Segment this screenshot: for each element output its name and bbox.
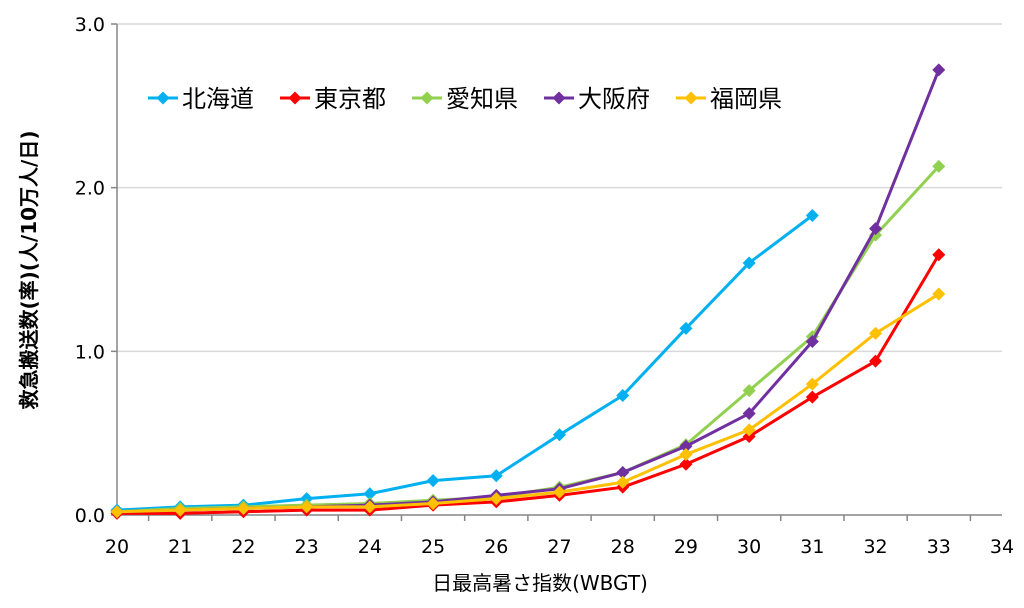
data-point (679, 457, 693, 471)
legend: 北海道 東京都 愛知県 大阪府 福岡県 (148, 85, 782, 113)
data-point (616, 389, 630, 403)
legend-item: 大阪府 (544, 85, 650, 113)
series-3 (110, 63, 946, 519)
y-tick-label: 3.0 (75, 14, 105, 36)
legend-item: 北海道 (148, 85, 254, 113)
data-point (742, 423, 756, 437)
data-point (300, 500, 314, 514)
data-point (805, 377, 819, 391)
data-point (742, 407, 756, 421)
x-tick-label: 27 (547, 536, 571, 558)
series-4 (110, 287, 946, 519)
series-line (116, 292, 940, 514)
x-tick-label: 22 (231, 536, 255, 558)
x-tick-label: 31 (800, 536, 824, 558)
y-tick-label: 1.0 (75, 341, 105, 363)
gridlines (117, 23, 1002, 353)
data-point (363, 500, 377, 514)
data-point (742, 256, 756, 270)
data-point (489, 492, 503, 506)
series-1 (110, 248, 946, 520)
data-point (869, 326, 883, 340)
x-tick-label: 25 (421, 536, 445, 558)
x-tick-label: 28 (611, 536, 635, 558)
data-point (932, 248, 946, 262)
data-point (236, 501, 250, 515)
x-tick-label: 30 (737, 536, 761, 558)
data-point (805, 390, 819, 404)
data-point (616, 475, 630, 489)
series-0 (110, 208, 819, 517)
series-line (116, 214, 814, 512)
x-tick-label: 20 (105, 536, 129, 558)
data-point (300, 492, 314, 506)
legend-label: 東京都 (314, 85, 386, 113)
legend-item: 福岡県 (676, 85, 782, 113)
x-axis-label: 日最高暑さ指数(WBGT) (432, 571, 648, 595)
data-point (742, 384, 756, 398)
data-point (932, 159, 946, 173)
data-point (679, 447, 693, 461)
legend-marker (552, 91, 566, 105)
data-point (869, 354, 883, 368)
x-tick-label: 33 (927, 536, 951, 558)
data-point (742, 429, 756, 443)
data-point (616, 465, 630, 479)
series-group (110, 63, 946, 520)
x-tick-label: 23 (295, 536, 319, 558)
data-point (805, 335, 819, 349)
x-tick-label: 34 (990, 536, 1014, 558)
data-point (110, 505, 124, 519)
legend-label: 愛知県 (446, 85, 518, 113)
x-tick-label: 21 (168, 536, 192, 558)
data-point (173, 503, 187, 517)
data-point (426, 474, 440, 488)
legend-item: 東京都 (280, 85, 386, 113)
x-tick-label: 32 (863, 536, 887, 558)
data-point (426, 497, 440, 511)
legend-marker (288, 91, 302, 105)
data-point (363, 487, 377, 501)
legend-marker (684, 91, 698, 105)
legend-marker (156, 91, 170, 105)
x-tick-label: 26 (484, 536, 508, 558)
series-line (117, 254, 941, 515)
data-point (489, 469, 503, 483)
data-point (869, 222, 883, 236)
series-2 (110, 159, 946, 519)
legend-label: 福岡県 (710, 85, 782, 113)
data-point (679, 321, 693, 335)
legend-label: 北海道 (182, 85, 254, 113)
legend-marker (420, 91, 434, 105)
legend-item: 愛知県 (412, 85, 518, 113)
legend-label: 大阪府 (578, 85, 650, 113)
data-point (679, 439, 693, 453)
series-line (116, 69, 941, 514)
data-point (932, 63, 946, 77)
y-tick-label: 2.0 (75, 178, 105, 200)
y-tick-label: 0.0 (75, 505, 105, 527)
x-tick-label: 29 (674, 536, 698, 558)
data-point (805, 208, 819, 222)
data-point (553, 485, 566, 499)
data-point (932, 287, 946, 301)
y-axis-label: 救急搬送数(率)(人/10万人/日) (17, 130, 41, 409)
x-tick-label: 24 (358, 536, 382, 558)
axes: 0.0 1.0 2.0 3.0 20 21 22 23 24 25 26 27 28 29 30 31 32 33… (75, 14, 1014, 558)
data-point (553, 428, 566, 442)
